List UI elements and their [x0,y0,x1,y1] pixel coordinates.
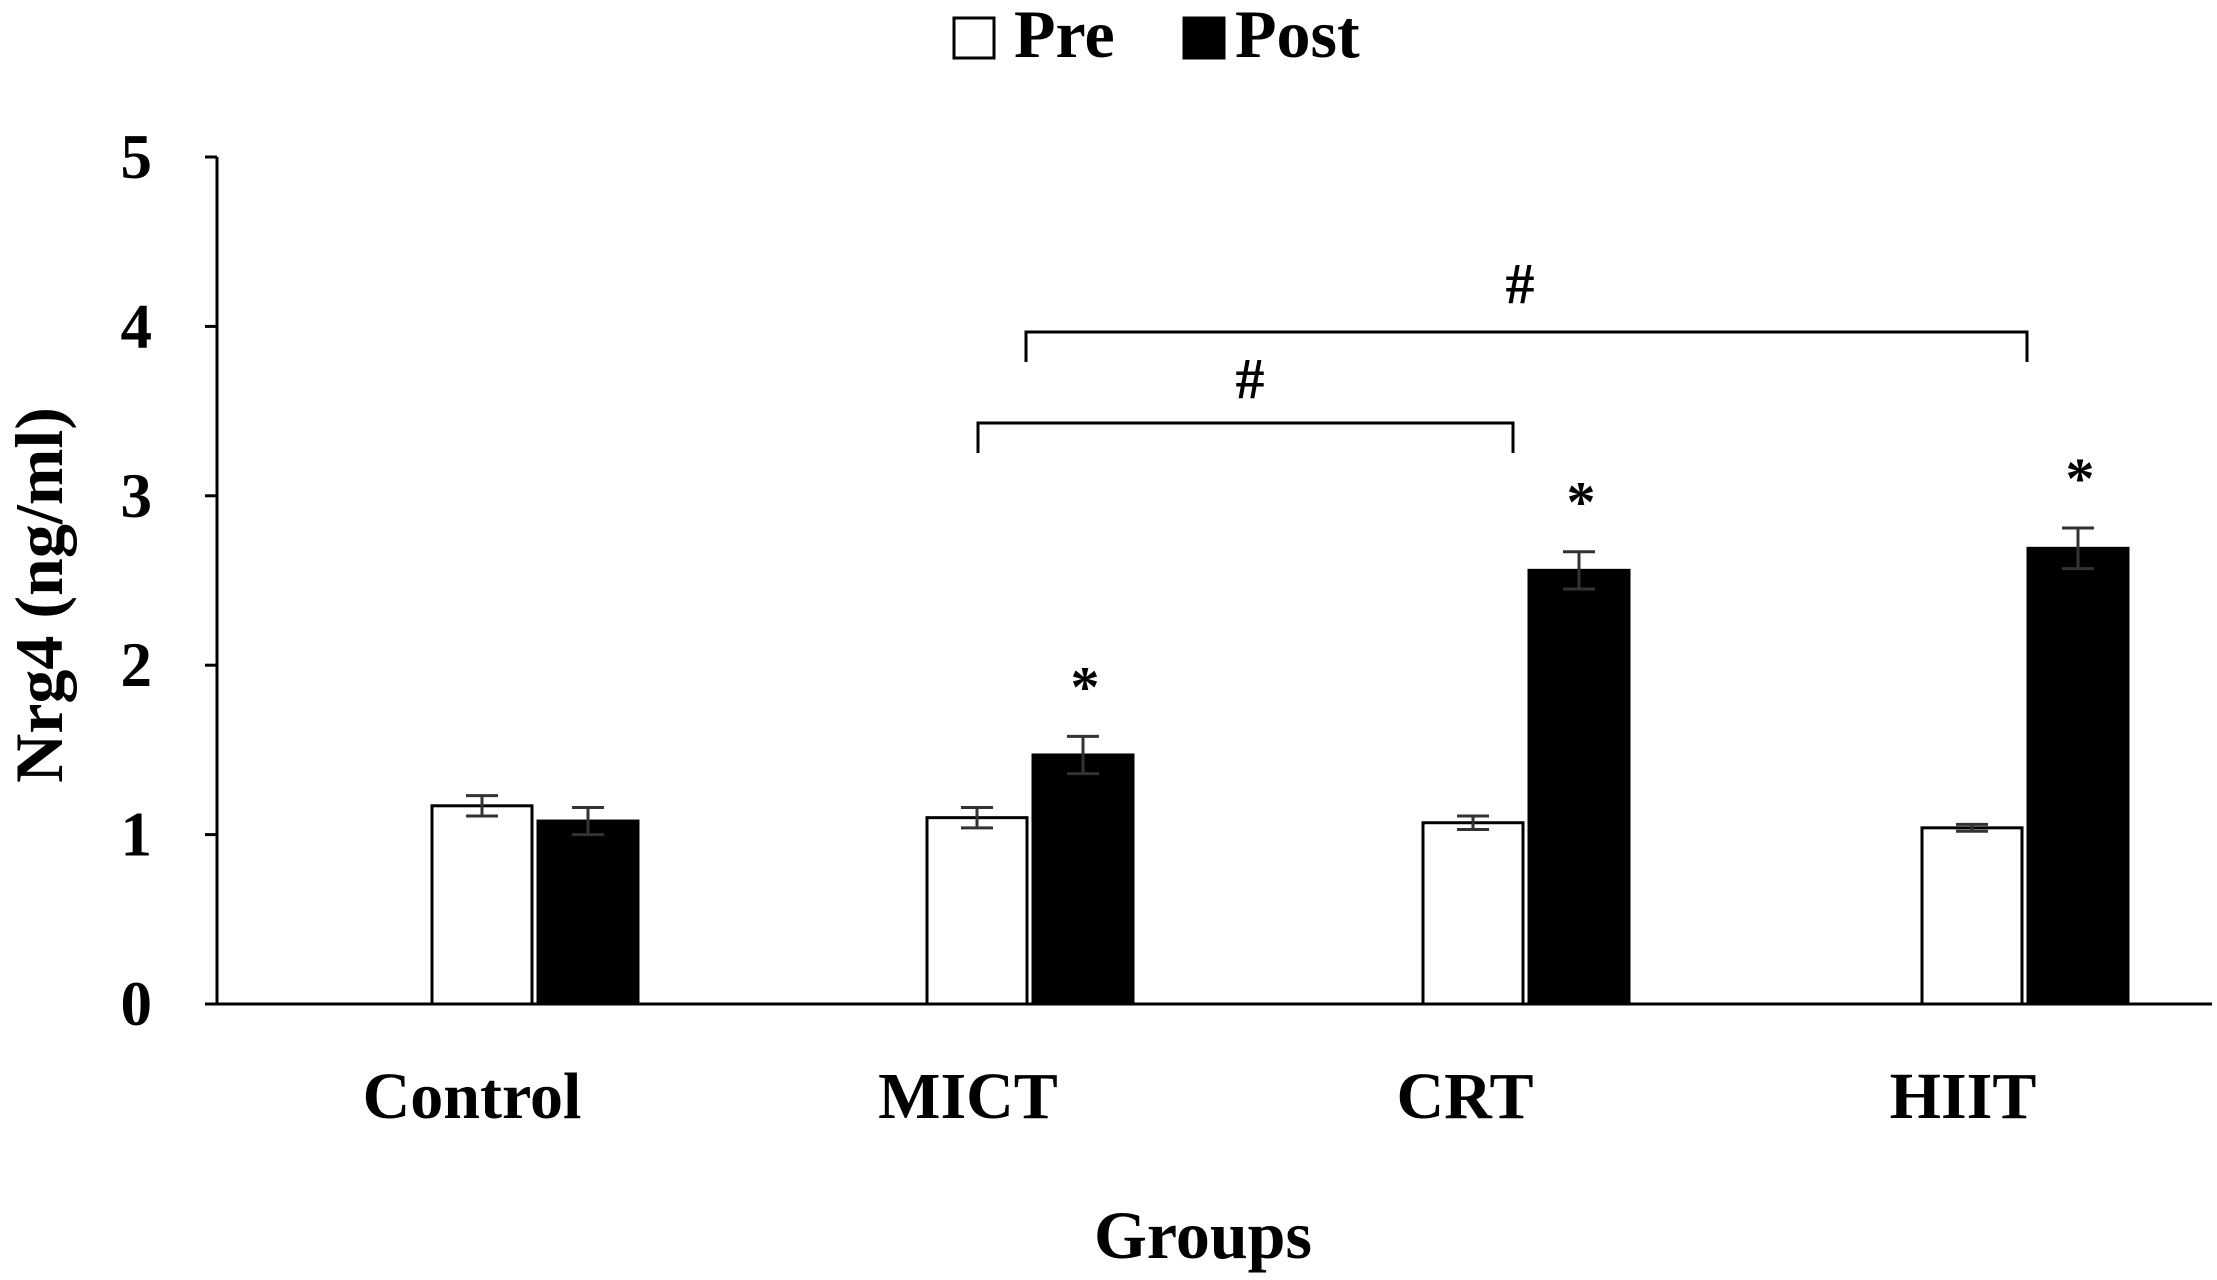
bar-pre-crt [1421,821,1525,1006]
bar-pre-control [430,804,534,1006]
significance-bracket [1024,330,2029,362]
significance-hash: # [1236,346,1265,411]
x-tick-label: HIIT [1890,1060,2037,1133]
significance-hash: # [1506,251,1535,316]
y-tick-label: 0 [121,969,153,1039]
y-tick-label: 4 [121,291,153,361]
y-tick-label: 2 [121,630,153,700]
significance-asterisk: * [1071,654,1100,719]
y-axis-title: Nrg4 (ng/ml) [1,407,77,783]
y-tick-label: 5 [121,122,153,192]
bars [430,526,2130,1006]
y-axis: 0 1 2 3 4 5 [121,122,219,1039]
y-tick-label: 3 [121,461,153,531]
legend-swatch-post [1182,16,1226,60]
bar-pre-mict [925,816,1029,1006]
x-tick-label: CRT [1396,1060,1533,1133]
bar-pre-hiit [1920,826,2024,1006]
legend: Pre Post [952,0,1360,72]
significance-asterisk: * [2066,446,2095,511]
x-tick-label: MICT [878,1060,1058,1133]
significance-asterisk: * [1567,470,1596,535]
legend-label-post: Post [1235,0,1360,72]
annotations: * * * # # [976,251,2095,719]
x-axis: Control MICT CRT HIIT [205,1002,2212,1133]
legend-swatch-pre [952,16,996,60]
x-axis-title: Groups [1094,1197,1312,1273]
bar-post-hiit [2026,546,2130,1006]
x-tick-label: Control [363,1060,582,1133]
bar-post-control [536,819,640,1006]
bar-post-crt [1527,568,1631,1006]
legend-label-pre: Pre [1014,0,1115,72]
y-tick-label: 1 [121,800,153,870]
bar-post-mict [1031,753,1135,1006]
significance-bracket [976,421,1515,453]
